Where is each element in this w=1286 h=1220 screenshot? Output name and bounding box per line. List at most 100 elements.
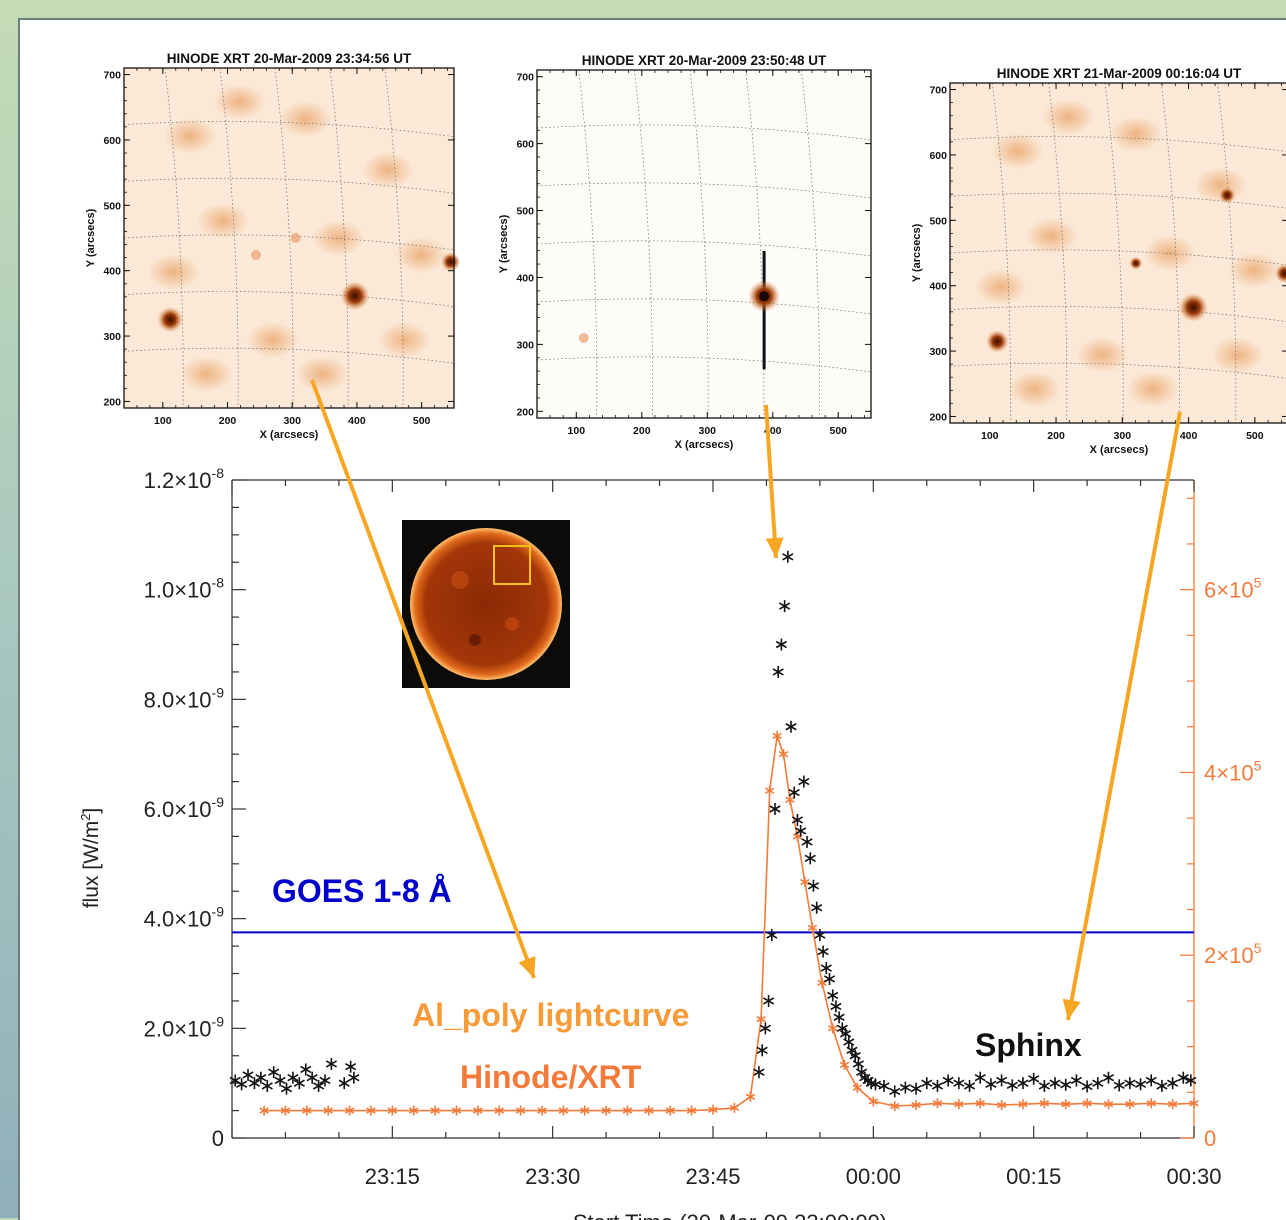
hinode-xrt-series: [259, 730, 1199, 1116]
sun-disk: [410, 528, 562, 680]
sphinx-point: [756, 1044, 768, 1057]
x-tick-label: 100: [981, 430, 999, 442]
xrt-point: [800, 877, 810, 888]
y-tick-label: 200: [929, 411, 947, 423]
y-tick-label: 8.0×10-9: [144, 684, 225, 712]
bright-point: [340, 281, 370, 311]
x-tick-label: 300: [699, 425, 717, 437]
sphinx-point: [255, 1071, 267, 1084]
xrt-emission-patch: [197, 203, 249, 239]
xrt-point: [302, 1105, 312, 1116]
heliographic-gridline: [949, 362, 1286, 379]
pointer-arrow-head: [1062, 998, 1081, 1020]
xrt-point: [473, 1105, 483, 1116]
sphinx-point: [1124, 1077, 1136, 1090]
y-tick-label: 600: [929, 150, 947, 162]
xrt-emission-patch: [1109, 116, 1162, 152]
y-tick-label: 1.0×10-8: [144, 575, 225, 603]
sphinx-point: [325, 1057, 338, 1070]
sphinx-point: [843, 1036, 855, 1049]
sphinx-point: [242, 1068, 254, 1081]
sphinx-point: [785, 720, 797, 733]
y-tick-label: 700: [516, 72, 534, 84]
sun-inset-box: [493, 545, 531, 585]
sphinx-point: [236, 1078, 248, 1091]
sphinx-point: [839, 1027, 852, 1040]
xrt-point: [1146, 1098, 1156, 1109]
xrt-emission-patch: [1042, 99, 1095, 135]
bright-point: [290, 233, 301, 243]
sphinx-point: [878, 1079, 890, 1092]
xrt-point: [644, 1105, 654, 1116]
sphinx-point: [1185, 1074, 1197, 1087]
xrt-panel-frame: [123, 67, 455, 409]
y-tick-label: 6.0×10-9: [144, 794, 225, 822]
xrt-point: [344, 1105, 355, 1116]
bright-point: [251, 250, 261, 260]
sphinx-point: [306, 1071, 318, 1084]
bright-point: [157, 306, 183, 333]
xrt-point: [1018, 1099, 1028, 1110]
xrt-point: [1167, 1099, 1178, 1110]
y-tick-label: 300: [929, 346, 947, 358]
sphinx-point: [779, 600, 791, 613]
x-tick-label: 100: [154, 415, 172, 427]
xrt-point: [817, 977, 827, 988]
sphinx-point: [931, 1079, 944, 1092]
xrt-emission-patch: [1228, 252, 1281, 288]
x-tick-label: 100: [568, 425, 586, 437]
y-tick-label: 300: [516, 339, 534, 351]
sphinx-point: [268, 1066, 280, 1079]
xrt-point: [954, 1099, 964, 1110]
xrt-point: [756, 1014, 766, 1025]
xrt-point: [622, 1105, 633, 1116]
xrt-point: [494, 1105, 504, 1116]
xrt-x-axis-label: X (arcsecs): [1090, 444, 1149, 456]
sphinx-point: [348, 1071, 360, 1084]
slide: 100 200 300 400 500 200 300 400 500 600 700 HINODE …: [18, 18, 1286, 1220]
y-tick-label: 700: [103, 70, 121, 82]
xrt-panel-frame: [536, 69, 872, 419]
sphinx-point: [1081, 1080, 1093, 1093]
lightcurve-chart: 23:15 23:30 23:45 00:00 00:15 00:30 0 2.0×10-9 4…: [78, 465, 1262, 1220]
pointer-arrow-head: [518, 956, 536, 978]
sphinx-point: [798, 775, 810, 788]
y-tick-label: 700: [929, 85, 947, 97]
heliographic-gridline: [329, 67, 349, 409]
xrt-point: [852, 1082, 863, 1093]
sphinx-point: [319, 1074, 331, 1087]
xrt-point: [827, 1023, 838, 1034]
sphinx-point: [248, 1077, 261, 1090]
y2-tick-label: 6×105: [1204, 575, 1262, 603]
xrt-point: [868, 1096, 879, 1107]
sphinx-point: [300, 1063, 312, 1076]
y-tick-label: 500: [103, 200, 121, 212]
bright-point: [1178, 293, 1208, 322]
sphinx-point: [766, 929, 778, 942]
x-tick-label: 500: [1246, 430, 1264, 442]
xrt-panel-1: 100 200 300 400 500 200 300 400 500 600 700 HINODE …: [85, 51, 461, 441]
sphinx-point: [921, 1077, 933, 1090]
sphinx-point: [996, 1074, 1008, 1087]
sphinx-point: [762, 994, 775, 1007]
y-tick-label: 200: [103, 396, 121, 408]
xrt-emission-patch: [1143, 235, 1196, 271]
sphinx-point: [910, 1082, 922, 1095]
sphinx-point: [782, 550, 794, 563]
sun-region-dot: [451, 571, 469, 589]
sphinx-point: [293, 1077, 305, 1090]
xrt-emission-patch: [362, 152, 414, 188]
x-tick-label: 500: [413, 415, 431, 427]
xrt-point: [537, 1105, 547, 1116]
xrt-point: [729, 1102, 740, 1113]
sphinx-point: [830, 1000, 842, 1013]
x-tick-label: 500: [829, 425, 847, 437]
xrt-point: [366, 1105, 376, 1116]
y2-tick-label: 4×105: [1204, 757, 1262, 785]
xrt-point: [911, 1100, 921, 1111]
sphinx-point: [261, 1079, 273, 1092]
xrt-x-axis-label: X (arcsecs): [260, 429, 319, 441]
sphinx-point: [807, 879, 820, 892]
xrt-point: [839, 1059, 850, 1070]
x-tick-label: 23:45: [685, 1164, 740, 1189]
